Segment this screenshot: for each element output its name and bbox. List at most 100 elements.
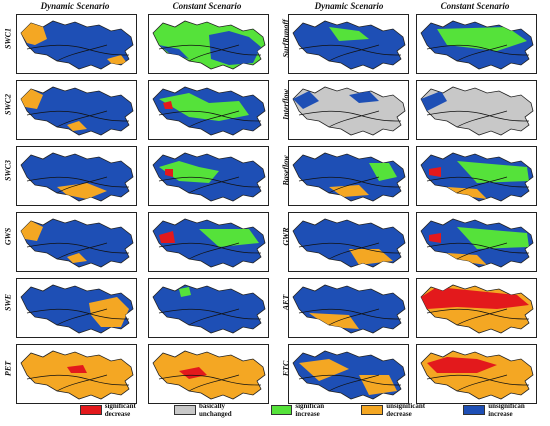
region-patch	[293, 91, 319, 109]
map-panel-r6-c1	[16, 344, 137, 404]
region-patch	[437, 27, 527, 51]
river-lines	[298, 374, 402, 392]
legend-swatch-unsignificant-increase	[463, 405, 486, 415]
region-patch	[165, 169, 173, 177]
map-panel-r2-c3	[288, 80, 409, 140]
region-patch	[21, 23, 47, 45]
river-lines	[298, 242, 402, 260]
legend-swatch-significant-decrease	[80, 405, 102, 415]
region-patch	[163, 101, 173, 109]
legend-label-significant-decrease: significant decrease	[104, 402, 136, 418]
river-lines	[26, 110, 130, 128]
region-patch	[57, 183, 107, 199]
region-patch	[179, 287, 191, 297]
map-panel-r3-c1	[16, 146, 137, 206]
river-lines	[158, 110, 262, 128]
region-patch	[421, 91, 447, 111]
river-lines	[26, 242, 130, 260]
legend-item-unchanged: basically unchanged	[174, 402, 258, 418]
river-lines	[298, 176, 402, 194]
row-label-gws: GWS	[3, 227, 13, 246]
row-label-pet: PET	[3, 360, 13, 377]
map-panel-r5-c2	[148, 278, 269, 338]
region-patch	[21, 221, 43, 241]
map-panel-r3-c3	[288, 146, 409, 206]
legend-swatch-unchanged	[174, 405, 196, 415]
region-patch	[429, 233, 441, 243]
basin-shape	[152, 284, 266, 334]
row-label-swc2: SWC2	[3, 94, 13, 115]
map-panel-r5-c4	[416, 278, 537, 338]
legend-label-significant-increase: significan increase	[295, 402, 325, 418]
river-lines	[426, 374, 530, 392]
region-patch	[67, 121, 87, 131]
legend-item-significant-increase: significan increase	[270, 402, 350, 418]
map-panel-r1-c2	[148, 14, 269, 74]
river-lines	[426, 242, 530, 260]
legend: significant decrease basically unchanged…	[80, 402, 550, 418]
legend-item-unsignificant-increase: unsignifican increase	[463, 402, 550, 418]
region-patch	[447, 187, 487, 199]
region-patch	[159, 161, 219, 183]
map-panel-r1-c4	[416, 14, 537, 74]
region-patch	[369, 163, 397, 181]
row-label-swc3: SWC3	[3, 160, 13, 181]
region-patch	[457, 227, 529, 249]
map-panel-r4-c2	[148, 212, 269, 272]
region-patch	[329, 185, 369, 197]
river-lines	[158, 242, 262, 260]
legend-swatch-unsignificant-decrease	[361, 405, 384, 415]
river-lines	[26, 44, 130, 62]
column-header-dynamic-right: Dynamic Scenario	[314, 1, 384, 11]
column-header-dynamic-left: Dynamic Scenario	[40, 1, 110, 11]
legend-item-unsignificant-decrease: unsignificant decrease	[361, 402, 451, 418]
legend-swatch-significant-increase	[270, 405, 293, 415]
region-patch	[457, 161, 529, 183]
basin-shape	[152, 350, 266, 400]
basin-shape	[292, 20, 406, 70]
river-lines	[298, 110, 402, 128]
river-lines	[158, 374, 262, 392]
region-patch	[421, 287, 529, 309]
river-lines	[298, 44, 402, 62]
region-patch	[299, 359, 349, 381]
region-patch	[89, 297, 129, 327]
region-patch	[67, 365, 87, 373]
region-patch	[159, 93, 249, 121]
region-patch	[429, 167, 441, 177]
basin-shape	[20, 350, 134, 400]
map-panel-r1-c3	[288, 14, 409, 74]
map-panel-r5-c3	[288, 278, 409, 338]
river-lines	[158, 176, 262, 194]
row-label-swc1: SWC1	[3, 28, 13, 49]
map-panel-r6-c4	[416, 344, 537, 404]
map-panel-r2-c2	[148, 80, 269, 140]
map-panel-r1-c1	[16, 14, 137, 74]
region-patch	[447, 253, 487, 265]
river-lines	[426, 176, 530, 194]
region-patch	[349, 249, 393, 265]
map-panel-r3-c2	[148, 146, 269, 206]
region-patch	[209, 31, 261, 65]
river-lines	[158, 44, 262, 62]
region-patch	[67, 253, 87, 263]
region-patch	[107, 55, 127, 65]
map-panel-r4-c1	[16, 212, 137, 272]
region-patch	[199, 229, 259, 247]
map-panel-r2-c1	[16, 80, 137, 140]
region-patch	[349, 91, 379, 103]
map-panel-r3-c4	[416, 146, 537, 206]
river-lines	[26, 374, 130, 392]
river-lines	[298, 308, 402, 326]
region-patch	[359, 375, 397, 395]
region-patch	[21, 89, 43, 109]
map-panel-r4-c4	[416, 212, 537, 272]
river-lines	[426, 308, 530, 326]
region-patch	[159, 231, 175, 243]
region-patch	[329, 27, 369, 41]
river-lines	[26, 308, 130, 326]
column-header-constant-right: Constant Scenario	[440, 1, 510, 11]
map-panel-r5-c1	[16, 278, 137, 338]
map-panel-r4-c3	[288, 212, 409, 272]
region-patch	[427, 357, 497, 373]
